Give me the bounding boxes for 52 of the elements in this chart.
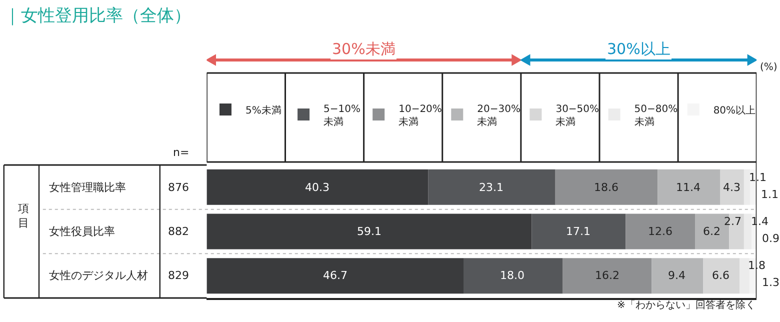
bar xyxy=(464,258,562,294)
legend-label: 10−20%未満 xyxy=(398,104,442,128)
data-label: 11.4 xyxy=(676,181,700,194)
text: (%) xyxy=(760,62,778,73)
data-label: 6.2 xyxy=(703,225,720,238)
data-label: 40.3 xyxy=(305,181,330,194)
data-label: 1.1 xyxy=(761,188,778,201)
bar xyxy=(658,169,720,205)
chart-title: ｜女性登用比率（全体） xyxy=(4,6,191,26)
text: 項目 xyxy=(18,202,29,230)
data-label: 23.1 xyxy=(479,181,504,194)
data-label: 59.1 xyxy=(357,225,382,238)
bar xyxy=(206,258,464,294)
bar xyxy=(652,258,704,294)
bar xyxy=(626,214,696,250)
data-label: 9.4 xyxy=(668,269,686,282)
legend-label: 20−30%未満 xyxy=(477,104,520,128)
y-tick-label: 女性役員比率 xyxy=(49,225,115,238)
bar xyxy=(428,169,556,205)
text: n= xyxy=(173,146,190,159)
data-label: 4.3 xyxy=(723,181,740,194)
legend-label: 30−50%未満 xyxy=(556,104,600,128)
data-label: 18.0 xyxy=(500,269,524,282)
y-tick-label: 女性のデジタル人材 xyxy=(49,269,148,282)
text: 882 xyxy=(168,225,189,238)
bar xyxy=(206,214,532,250)
data-label: 16.2 xyxy=(595,269,620,282)
bar xyxy=(532,214,626,250)
text: ※「わからない」回答者を除く xyxy=(617,299,756,311)
data-label: 6.6 xyxy=(712,269,730,282)
legend-label: 5%未満 xyxy=(245,104,282,116)
bar xyxy=(720,169,744,205)
data-label: 17.1 xyxy=(566,225,590,238)
data-label: 46.7 xyxy=(323,269,348,282)
bar xyxy=(206,169,428,205)
bar xyxy=(555,169,658,205)
legend-label: 80%以上 xyxy=(713,104,756,116)
data-label: 18.6 xyxy=(594,181,618,194)
text: 876 xyxy=(168,181,189,194)
data-label: 1.3 xyxy=(762,276,780,289)
legend-label: 50−80%未満 xyxy=(634,104,678,128)
bar xyxy=(703,258,740,294)
text: 30%以上 xyxy=(607,40,670,58)
y-tick-label: 女性管理職比率 xyxy=(49,181,126,194)
data-label: 12.6 xyxy=(648,225,672,238)
legend-label: 5−10%未満 xyxy=(324,104,361,128)
data-label: 0.9 xyxy=(762,232,780,245)
bar xyxy=(744,214,752,250)
text: 829 xyxy=(168,269,189,282)
bar xyxy=(562,258,652,294)
text: 30%未満 xyxy=(332,40,396,58)
data-label: 2.7 xyxy=(724,215,742,228)
